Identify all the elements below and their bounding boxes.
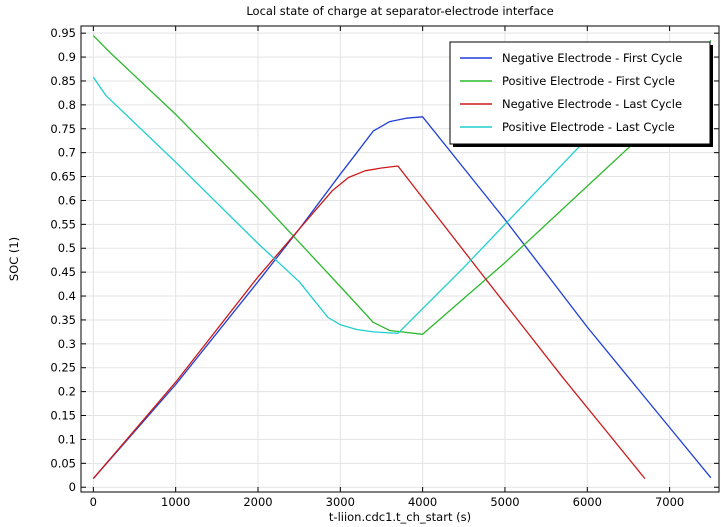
y-tick-label: 0.45: [50, 265, 76, 279]
y-tick-label: 0.15: [50, 409, 76, 423]
y-tick-label: 0.55: [50, 217, 76, 231]
axis-ticks: 0 1000 2000 3000 4000 5000 6000 7000 0 0.05 0.1 0.1…: [50, 26, 719, 509]
y-tick-label: 0.7: [58, 146, 76, 160]
x-tick-label: 3000: [326, 495, 355, 509]
y-tick-label: 0.3: [58, 337, 76, 351]
y-tick-label: 0: [69, 480, 76, 494]
x-tick-label: 1000: [161, 495, 190, 509]
y-axis-label: SOC (1): [7, 237, 21, 281]
y-tick-label: 0.6: [58, 193, 76, 207]
y-tick-label: 0.35: [50, 313, 76, 327]
y-tick-label: 0.95: [50, 26, 76, 40]
y-tick-label: 0.8: [58, 98, 76, 112]
y-tick-label: 0.1: [58, 432, 76, 446]
legend: Negative Electrode - First Cycle Positive…: [449, 41, 713, 147]
x-tick-label: 7000: [655, 495, 684, 509]
legend-box: [449, 41, 711, 145]
legend-label: Negative Electrode - Last Cycle: [502, 97, 682, 111]
legend-label: Negative Electrode - First Cycle: [502, 51, 682, 65]
x-tick-label: 6000: [573, 495, 602, 509]
y-tick-label: 0.05: [50, 456, 76, 470]
x-tick-label: 0: [90, 495, 97, 509]
x-tick-label: 2000: [243, 495, 272, 509]
x-tick-label: 5000: [490, 495, 519, 509]
series-lines: [92, 35, 712, 480]
y-tick-label: 0.75: [50, 122, 76, 136]
chart-title: Local state of charge at separator-elect…: [246, 4, 553, 18]
legend-label: Positive Electrode - Last Cycle: [502, 120, 675, 134]
y-tick-label: 0.5: [58, 241, 76, 255]
series-line: [92, 165, 646, 480]
y-tick-label: 0.4: [58, 289, 76, 303]
y-tick-label: 0.65: [50, 170, 76, 184]
x-axis-label: t-liion.cdc1.t_ch_start (s): [329, 510, 471, 524]
y-tick-label: 0.9: [58, 50, 76, 64]
series-line: [92, 116, 712, 480]
series-line: [92, 76, 629, 334]
y-tick-label: 0.2: [58, 385, 76, 399]
y-tick-label: 0.25: [50, 361, 76, 375]
series-line: [92, 35, 712, 335]
y-tick-label: 0.85: [50, 74, 76, 88]
legend-label: Positive Electrode - First Cycle: [502, 74, 675, 88]
x-tick-label: 4000: [408, 495, 437, 509]
